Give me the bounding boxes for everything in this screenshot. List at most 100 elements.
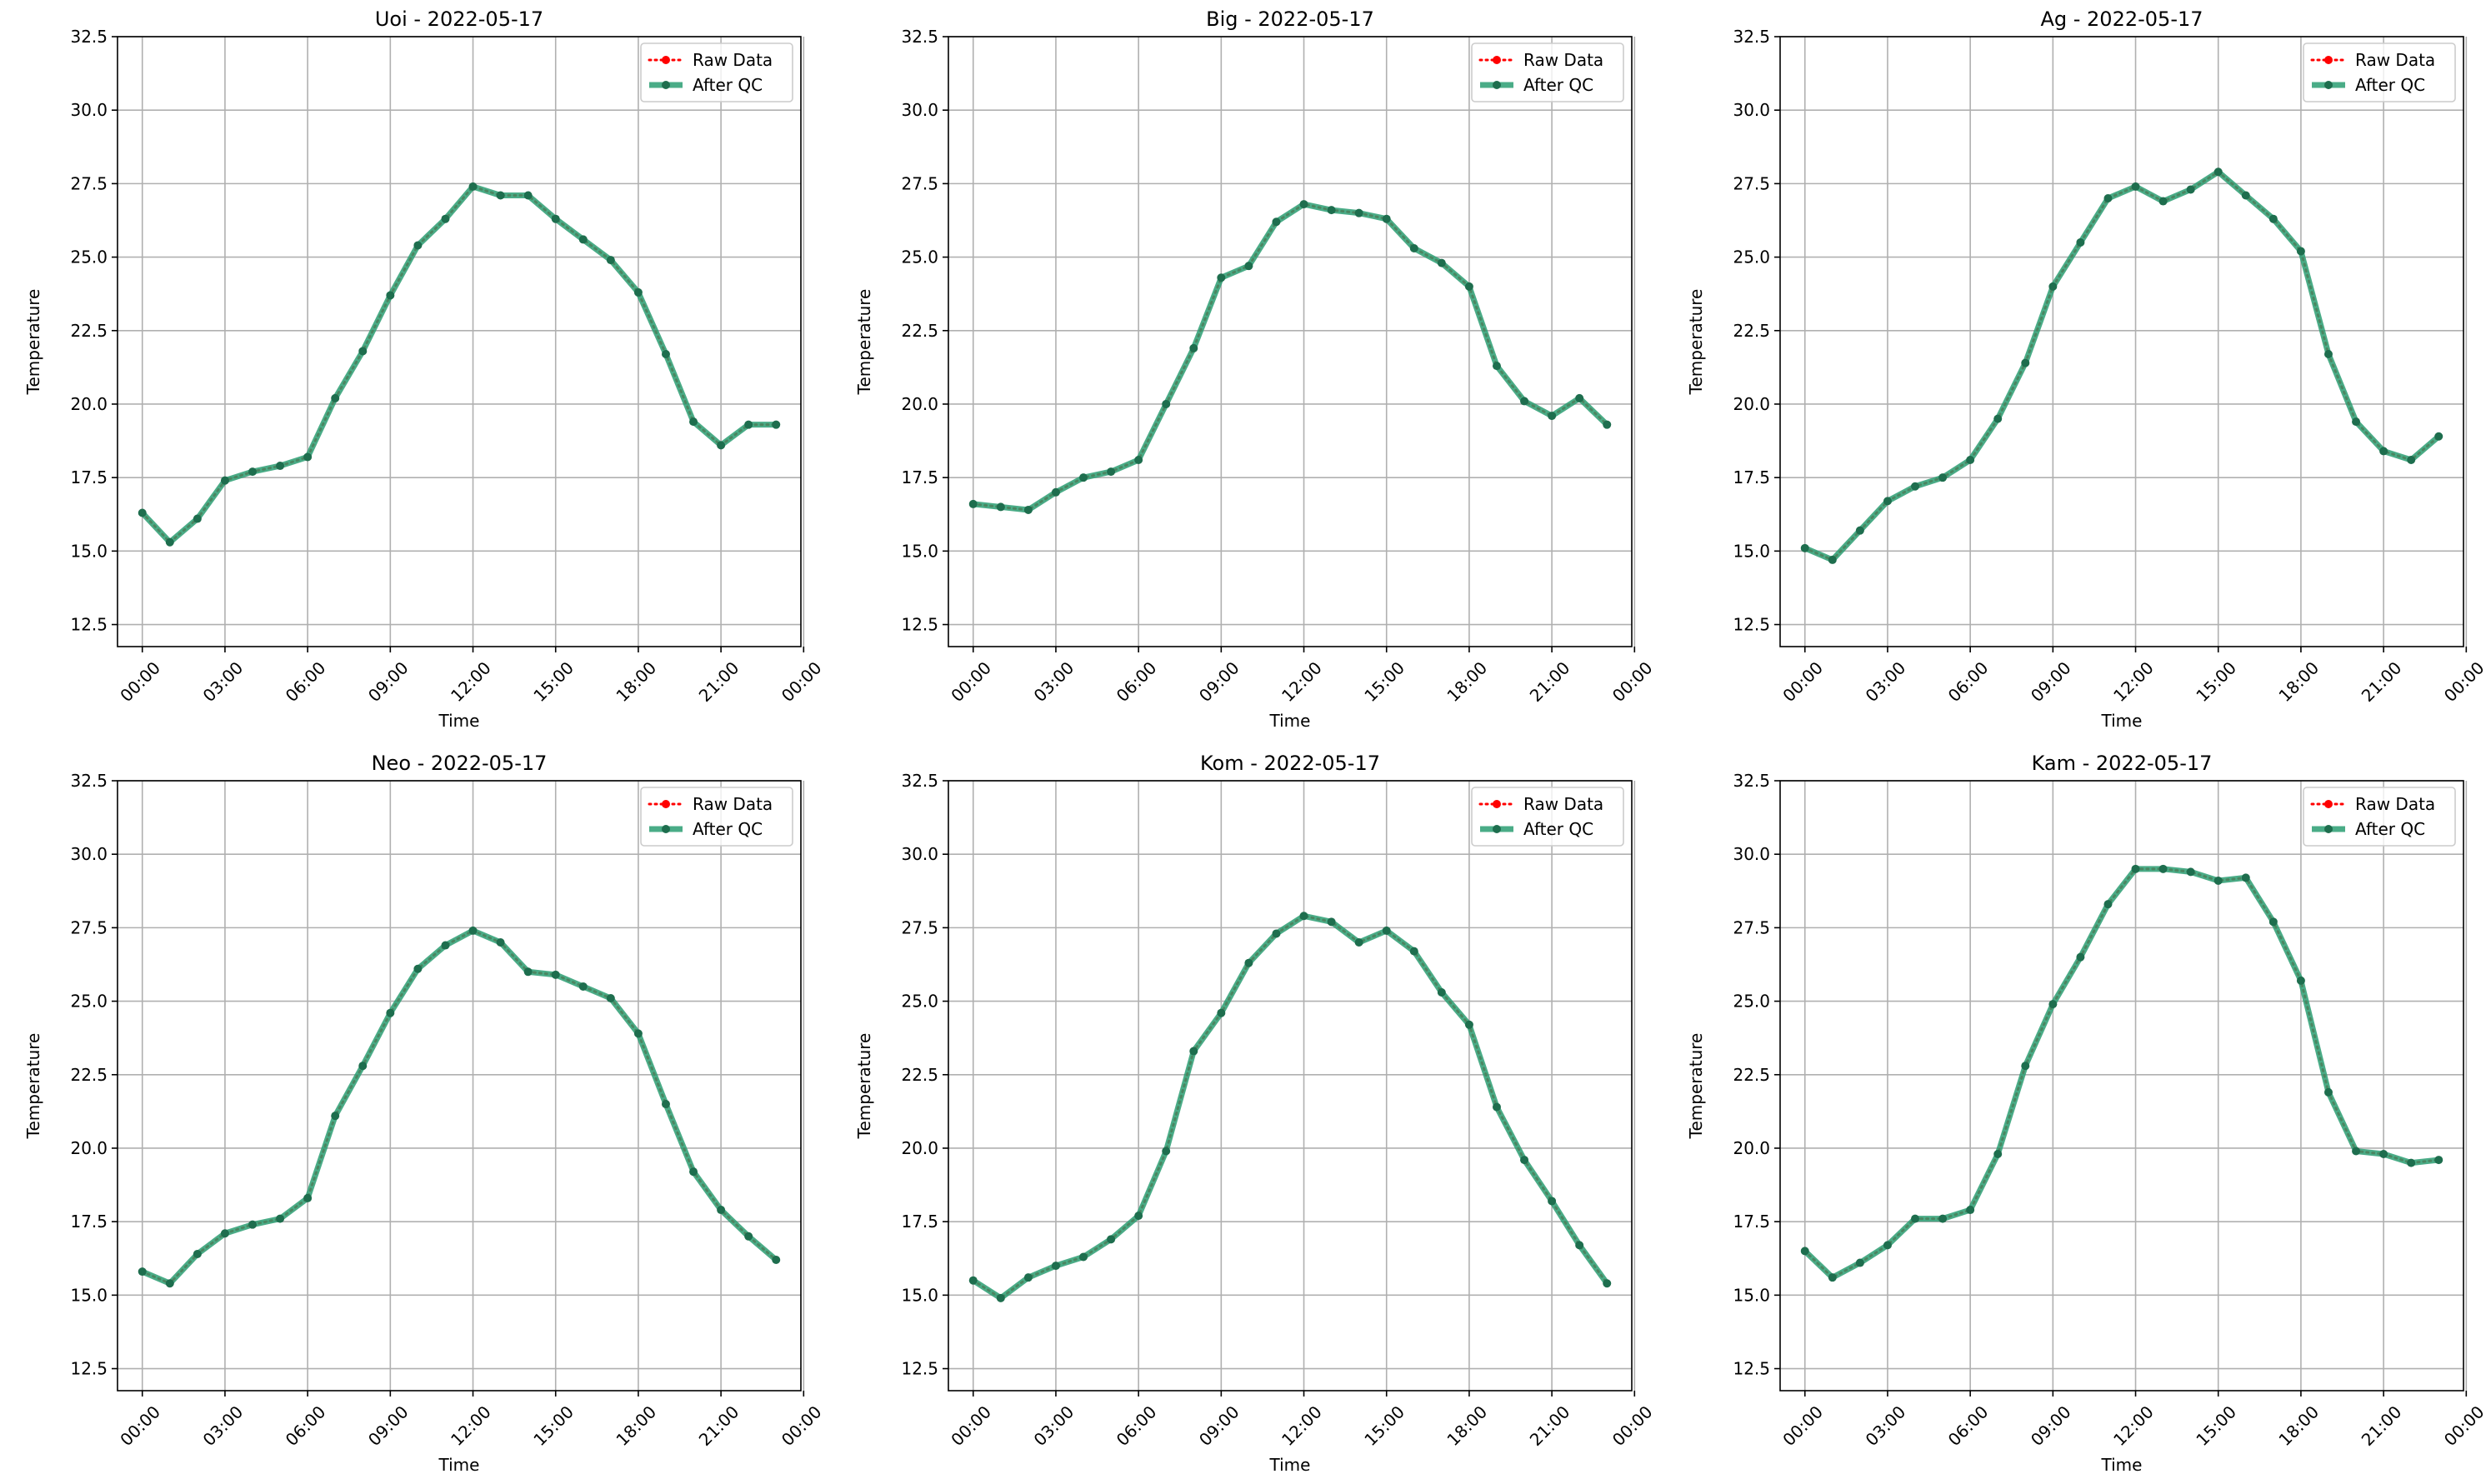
axes-frame	[117, 36, 802, 647]
after-qc-point	[1575, 393, 1584, 402]
y-axis-label: Temperature	[23, 289, 43, 396]
y-tick-label: 22.5	[901, 321, 938, 341]
after-qc-point	[2323, 1087, 2333, 1097]
x-tick-label: 09:00	[364, 1402, 413, 1450]
after-qc-point	[2186, 867, 2195, 877]
after-qc-point	[165, 537, 174, 547]
after-qc-line	[140, 183, 777, 546]
y-tick-label: 22.5	[1733, 1065, 1770, 1085]
y-tick-label: 12.5	[70, 1359, 108, 1379]
after-qc-point	[2103, 900, 2113, 909]
x-tick-label: 18:00	[612, 1402, 660, 1450]
x-tick-label: 06:00	[1113, 1402, 1161, 1450]
after-qc-point	[1244, 262, 1253, 271]
after-qc-point	[1244, 958, 1253, 967]
legend-raw-label: Raw Data	[2355, 50, 2435, 70]
after-qc-point	[772, 420, 781, 429]
y-tick-label: 17.5	[901, 1212, 938, 1232]
after-qc-point	[496, 191, 505, 200]
after-qc-point	[1464, 282, 1473, 291]
x-tick-label: 00:00	[1778, 657, 1827, 706]
y-tick-label: 25.0	[1733, 247, 1770, 267]
x-tick-label: 18:00	[1443, 1402, 1491, 1450]
y-tick-label: 25.0	[70, 992, 108, 1012]
after-qc-point	[358, 347, 368, 356]
y-tick-label: 25.0	[901, 992, 938, 1012]
x-tick-label: 18:00	[612, 657, 660, 706]
y-tick-label: 20.0	[70, 394, 108, 414]
after-qc-line	[1803, 866, 2439, 1281]
y-tick-label: 25.0	[901, 247, 938, 267]
after-qc-point	[468, 182, 478, 191]
x-tick-label: 15:00	[529, 657, 578, 706]
legend-raw-label: Raw Data	[1523, 794, 1603, 814]
raw-data-line	[1803, 170, 2440, 562]
after-qc-line	[971, 912, 1610, 1302]
x-axis-label: Time	[2101, 711, 2143, 731]
x-axis-label: Time	[438, 711, 480, 731]
after-qc-point	[1079, 1252, 1088, 1262]
chart-title: Big - 2022-05-17	[1206, 7, 1374, 31]
legend-qc-marker	[2324, 81, 2333, 89]
y-tick-label: 30.0	[901, 100, 938, 120]
after-qc-point	[1492, 1102, 1501, 1112]
after-qc-point	[1051, 487, 1060, 497]
x-tick-label: 18:00	[1443, 657, 1491, 706]
after-qc-point	[1520, 397, 1529, 406]
after-qc-point	[1492, 362, 1501, 371]
after-qc-point	[523, 191, 533, 200]
after-qc-point	[578, 235, 588, 244]
legend-qc-label: After QC	[693, 75, 763, 95]
chart-title: Neo - 2022-05-17	[372, 752, 548, 775]
y-tick-label: 32.5	[1733, 27, 1770, 47]
after-qc-point	[1162, 399, 1171, 408]
x-axis-label: Time	[2101, 1455, 2143, 1475]
after-qc-point	[1107, 1235, 1116, 1244]
x-tick-label: 12:00	[447, 657, 495, 706]
after-qc-point	[303, 1193, 313, 1202]
after-qc-point	[551, 214, 560, 223]
subplot-4: 00:00 03:00 06:00 09:00 12:00 15:00 18:00 21:00…	[23, 752, 826, 1475]
chart-title: Ag - 2022-05-17	[2040, 7, 2203, 31]
x-tick-label: 09:00	[1195, 657, 1243, 706]
after-qc-point	[2186, 185, 2195, 194]
after-qc-point	[1883, 497, 1892, 506]
x-tick-label: 15:00	[2192, 657, 2240, 706]
after-qc-point	[331, 393, 340, 402]
raw-data-line	[141, 185, 778, 544]
x-axis-label: Time	[1269, 711, 1311, 731]
after-qc-point	[2213, 167, 2223, 177]
y-tick-label: 20.0	[901, 394, 938, 414]
legend-raw-marker	[2324, 800, 2333, 808]
after-qc-point	[2296, 247, 2305, 256]
after-qc-point	[1993, 1150, 2003, 1159]
after-qc-point	[717, 441, 726, 450]
after-qc-point	[578, 982, 588, 991]
y-tick-label: 27.5	[1733, 173, 1770, 193]
after-qc-point	[1828, 555, 1837, 564]
after-qc-point	[606, 256, 615, 265]
legend-raw-label: Raw Data	[693, 794, 773, 814]
legend-raw-marker	[1493, 800, 1501, 808]
after-qc-point	[1217, 1008, 1226, 1017]
after-qc-point	[717, 1206, 726, 1215]
after-qc-point	[2241, 191, 2250, 200]
y-tick-label: 15.0	[901, 541, 938, 561]
y-tick-label: 15.0	[1733, 541, 1770, 561]
axes-frame	[117, 780, 802, 1392]
after-qc-point	[2158, 197, 2168, 206]
axes-frame	[1779, 36, 2464, 647]
y-tick-label: 27.5	[901, 917, 938, 937]
after-qc-point	[413, 964, 423, 973]
after-qc-point	[220, 1229, 229, 1238]
x-tick-label: 21:00	[1526, 657, 1574, 706]
y-tick-label: 12.5	[901, 615, 938, 635]
after-qc-point	[1354, 208, 1363, 217]
after-qc-point	[2323, 349, 2333, 358]
axes-frame	[948, 780, 1633, 1392]
x-tick-label: 12:00	[2109, 657, 2158, 706]
y-axis-label: Temperature	[1686, 1033, 1706, 1140]
y-tick-label: 25.0	[1733, 992, 1770, 1012]
y-tick-label: 30.0	[1733, 844, 1770, 864]
